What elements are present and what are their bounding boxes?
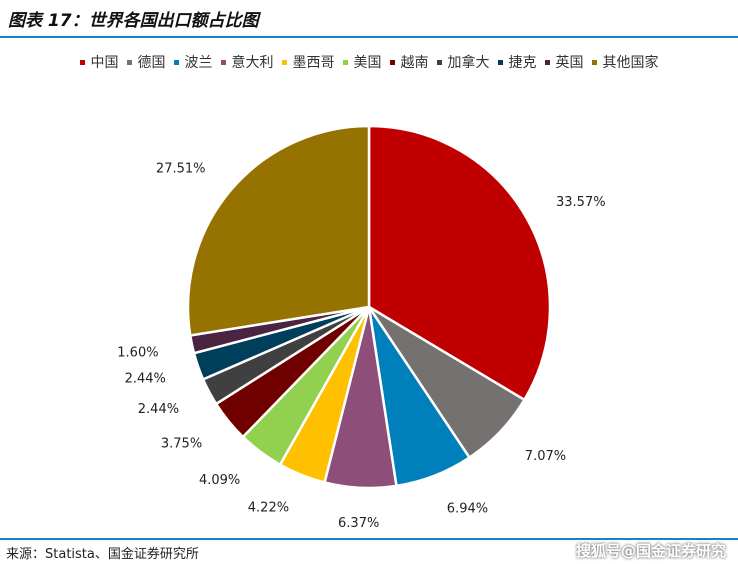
legend-item: 其他国家 [591, 52, 659, 72]
slice-label: 4.22% [248, 501, 289, 516]
slice-label: 6.94% [447, 501, 488, 516]
legend-label: 墨西哥 [292, 55, 335, 71]
legend-item: 德国 [126, 52, 166, 72]
legend-swatch [544, 59, 550, 65]
legend-label: 捷克 [508, 55, 537, 71]
legend-label: 意大利 [231, 55, 274, 71]
legend-item: 捷克 [497, 52, 537, 72]
footer-divider [0, 538, 738, 540]
watermark: 搜狐号@国金证券研究 [575, 542, 726, 560]
legend-swatch [342, 59, 348, 65]
legend-swatch [79, 59, 85, 65]
legend-label: 德国 [137, 55, 166, 71]
slice-label: 3.75% [161, 437, 202, 452]
slice-label: 4.09% [199, 473, 240, 488]
legend-label: 越南 [400, 55, 429, 71]
slice-label: 2.44% [138, 402, 179, 417]
legend-swatch [173, 59, 179, 65]
legend-label: 美国 [353, 55, 382, 71]
source-note: 来源：Statista、国金证券研究所 [6, 547, 199, 562]
legend-label: 其他国家 [602, 55, 659, 71]
legend-label: 英国 [555, 55, 584, 71]
legend: 中国 德国 波兰 意大利 墨西哥 美国 越南 加拿大 捷克 英国 其他国家 [0, 52, 738, 72]
legend-label: 波兰 [184, 55, 213, 71]
legend-item: 波兰 [173, 52, 213, 72]
legend-item: 美国 [342, 52, 382, 72]
slice-label: 7.07% [525, 449, 566, 464]
legend-swatch [591, 59, 597, 65]
legend-item: 墨西哥 [281, 52, 335, 72]
legend-label: 中国 [90, 55, 119, 71]
legend-swatch [389, 59, 395, 65]
legend-label: 加拿大 [447, 55, 490, 71]
legend-swatch [281, 59, 287, 65]
legend-swatch [497, 59, 503, 65]
pie-slice [367, 124, 552, 402]
legend-item: 英国 [544, 52, 584, 72]
chart-title: 图表 17：世界各国出口额占比图 [8, 11, 259, 31]
legend-swatch [436, 59, 442, 65]
legend-item: 加拿大 [436, 52, 490, 72]
slice-label: 33.57% [556, 195, 606, 210]
title-bar: 图表 17：世界各国出口额占比图 [0, 0, 738, 38]
slice-label: 2.44% [125, 372, 166, 387]
legend-item: 越南 [389, 52, 429, 72]
legend-item: 意大利 [220, 52, 274, 72]
legend-swatch [220, 59, 226, 65]
pie-slice [186, 124, 371, 337]
slice-label: 1.60% [117, 345, 158, 360]
legend-swatch [126, 59, 132, 65]
slice-label: 6.37% [338, 516, 379, 531]
legend-item: 中国 [79, 52, 119, 72]
slice-label: 27.51% [156, 161, 206, 176]
